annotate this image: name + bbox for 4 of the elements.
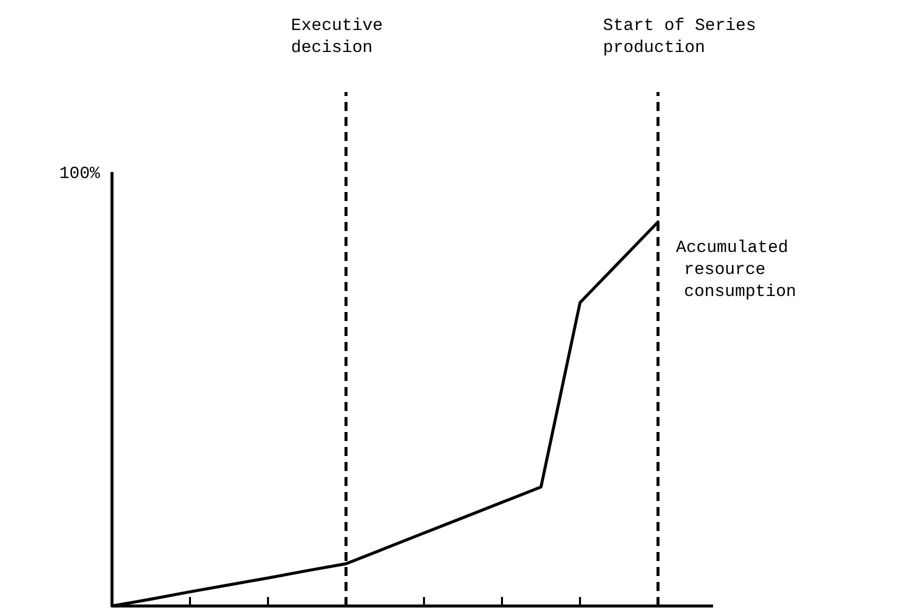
series-label: Accumulated resource consumption — [676, 239, 796, 302]
text: 100% — [59, 165, 101, 184]
text: Executive decision — [291, 17, 383, 58]
text: Start of Series production — [603, 17, 756, 58]
